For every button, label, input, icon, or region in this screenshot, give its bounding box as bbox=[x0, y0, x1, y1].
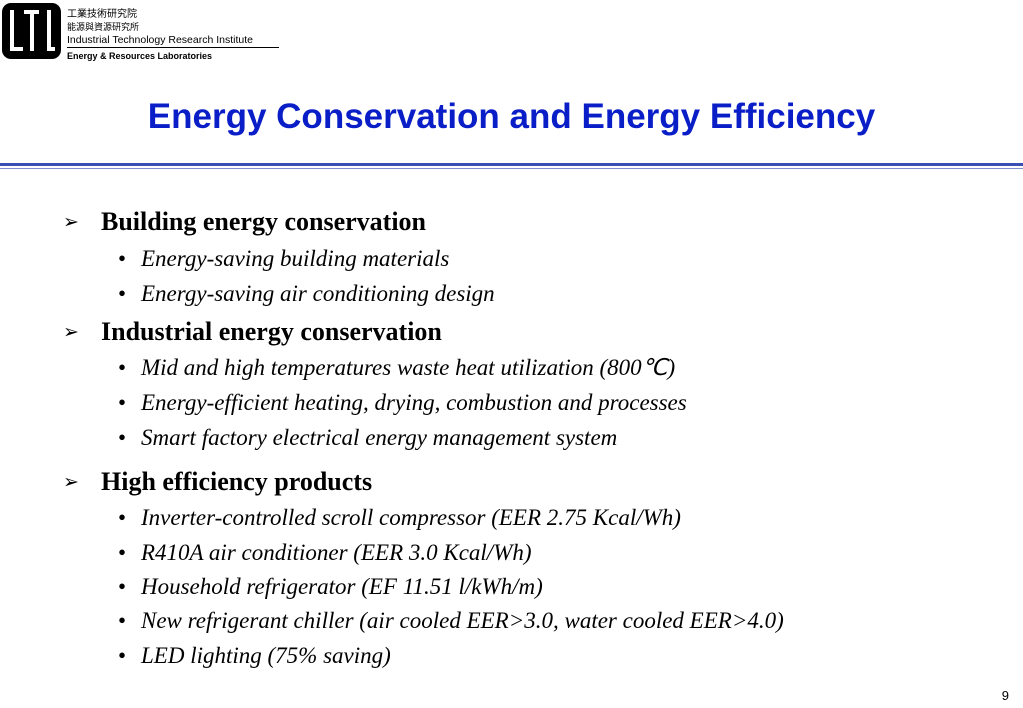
slide-title: Energy Conservation and Energy Efficienc… bbox=[147, 97, 876, 136]
arrow-bullet-icon: ➢ bbox=[63, 321, 79, 343]
title-rule-thin bbox=[0, 168, 1023, 169]
section-heading: ➢ Building energy conservation bbox=[63, 207, 427, 236]
arrow-bullet-icon: ➢ bbox=[63, 471, 79, 493]
list-item: • New refrigerant chiller (air cooled EER… bbox=[118, 608, 784, 633]
list-item: • Inverter-controlled scroll compressor (… bbox=[118, 505, 681, 530]
page-number: 9 bbox=[1001, 688, 1009, 703]
title-rule bbox=[0, 163, 1023, 166]
list-item: • Household refrigerator (EF 11.51 l/kWh/… bbox=[118, 574, 543, 599]
lab-name-en: Energy & Resources Laboratories bbox=[67, 51, 213, 61]
list-item: • LED lighting (75% saving) bbox=[118, 643, 391, 668]
org-name-zh: 工業技術研究院 bbox=[67, 9, 137, 20]
list-item: • Energy-saving building materials bbox=[118, 246, 450, 271]
org-name-en: Industrial Technology Research Institute bbox=[67, 34, 253, 46]
list-item: • Smart factory electrical energy managem… bbox=[118, 425, 618, 450]
section-heading: ➢ High efficiency products bbox=[63, 467, 373, 496]
list-item: • Energy-saving air conditioning design bbox=[118, 281, 495, 306]
arrow-bullet-icon: ➢ bbox=[63, 211, 79, 233]
list-item: • Energy-efficient heating, drying, combu… bbox=[118, 390, 687, 415]
section-heading: ➢ Industrial energy conservation bbox=[63, 317, 442, 346]
header-divider bbox=[67, 47, 279, 48]
list-item: • Mid and high temperatures waste heat ut… bbox=[118, 355, 676, 380]
itri-logo bbox=[2, 3, 61, 59]
lab-name-zh: 能源與資源研究所 bbox=[67, 22, 140, 32]
list-item: • R410A air conditioner (EER 3.0 Kcal/Wh) bbox=[118, 540, 532, 565]
